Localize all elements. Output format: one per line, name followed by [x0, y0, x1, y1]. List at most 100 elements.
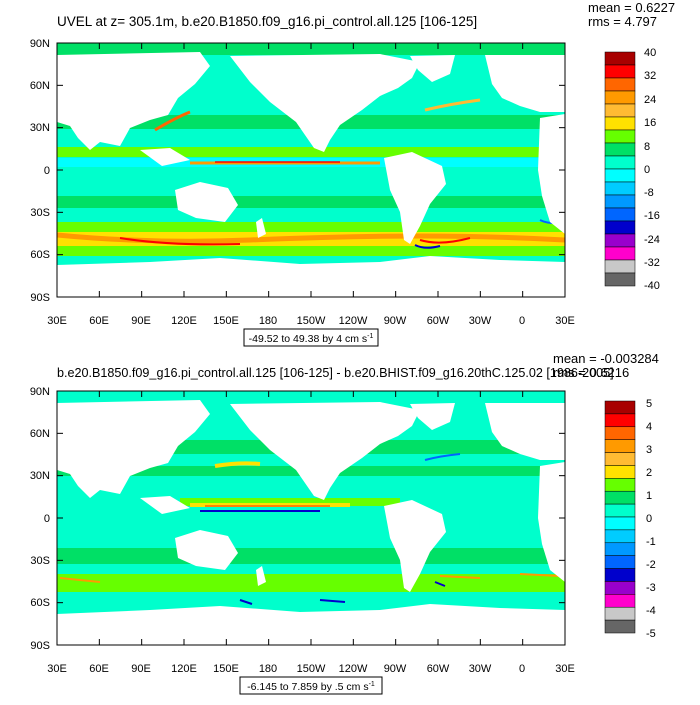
- colorbar-swatch: [604, 194, 636, 209]
- lat-label: 30N: [30, 122, 50, 134]
- colorbar-swatch: [604, 129, 636, 144]
- range-box: [239, 676, 383, 695]
- brazil-malvinas: [414, 244, 441, 249]
- lon-label: 60E: [89, 315, 109, 327]
- colorbar-label: -3: [646, 582, 656, 594]
- colorbar-label: -40: [644, 280, 660, 292]
- acc-anomaly: [59, 573, 561, 583]
- lon-label: 120E: [171, 663, 197, 675]
- colorbar: [604, 400, 636, 634]
- colorbar-label: 0: [646, 513, 652, 525]
- colorbar-swatch: [604, 503, 636, 518]
- colorbar-label: 16: [644, 117, 656, 129]
- colorbar-swatch: [604, 516, 636, 531]
- colorbar-label: -1: [646, 536, 656, 548]
- lon-label: 90E: [131, 315, 151, 327]
- south-america: [384, 500, 446, 592]
- lon-label: 120W: [339, 315, 368, 327]
- range-label: -49.52 to 49.38 by 4 cm s-1: [249, 333, 374, 345]
- lat-label: 60S: [30, 249, 50, 261]
- lat-labels: 90N 60N 30N 0 30S 60S 90S: [30, 38, 50, 304]
- lon-label: 0: [519, 663, 525, 675]
- colorbar-swatch: [604, 452, 636, 466]
- lon-label: 30E: [555, 315, 575, 327]
- range-text: -49.52 to 49.38 by 4 cm s: [249, 333, 367, 345]
- colorbar-swatch: [604, 581, 636, 595]
- colorbar-swatch: [604, 246, 636, 261]
- kuroshio-anomaly: [214, 461, 261, 468]
- colorbar-swatch: [604, 413, 636, 428]
- colorbar-label: -24: [644, 234, 660, 246]
- land: [57, 400, 565, 645]
- lat-label: 0: [44, 513, 50, 525]
- australia: [175, 182, 238, 222]
- lat-label: 30S: [30, 555, 50, 567]
- lon-labels: 30E 60E 90E 120E 150E 180 150W 120W 90W …: [47, 315, 575, 327]
- antarctica: [57, 604, 565, 645]
- colorbar-label: -4: [646, 605, 656, 617]
- range-text: -6.145 to 7.859 by .5 cm s: [247, 681, 368, 693]
- mean-stat: mean = 0.6227: [588, 0, 675, 15]
- colorbar-swatch: [604, 619, 636, 634]
- antarctica: [57, 256, 565, 297]
- kuroshio: [154, 110, 191, 132]
- new-zealand: [256, 566, 266, 586]
- land: [57, 52, 565, 297]
- lon-label: 120W: [339, 663, 368, 675]
- colorbar-swatch: [604, 233, 636, 248]
- lon-label: 90W: [384, 663, 407, 675]
- south-america: [384, 152, 446, 244]
- colorbar-swatch: [604, 103, 636, 118]
- lon-label: 60E: [89, 663, 109, 675]
- lat-label: 90S: [30, 292, 50, 304]
- range-box: [243, 328, 379, 347]
- colorbar-swatch: [604, 220, 636, 235]
- lon-label: 0: [519, 315, 525, 327]
- colorbar-swatch: [604, 529, 636, 544]
- north-america: [230, 402, 420, 500]
- eurasia-east: [57, 52, 210, 150]
- colorbar-label: -32: [644, 257, 660, 269]
- colorbar-label: -2: [646, 559, 656, 571]
- lon-label: 120E: [171, 315, 197, 327]
- new-zealand: [256, 218, 266, 238]
- acc-jet: [57, 232, 565, 244]
- panel-bottom: b.e20.B1850.f09_g16.pi_control.all.125 […: [30, 351, 659, 695]
- colorbar-swatch: [604, 478, 636, 492]
- colorbar-label: 40: [644, 47, 656, 59]
- lon-label: 30W: [469, 315, 492, 327]
- greenland: [410, 55, 455, 82]
- colorbar-label: -5: [646, 628, 656, 640]
- colorbar-labels: 40 32 24 16 8 0 -8 -16 -24 -32 -40: [644, 47, 660, 292]
- lat-label: 60N: [30, 428, 50, 440]
- lat-label: 90N: [30, 386, 50, 398]
- lon-label: 150E: [213, 663, 239, 675]
- colorbar-label: 2: [646, 467, 652, 479]
- map-area: [57, 43, 565, 297]
- colorbar-swatch: [604, 490, 636, 505]
- lat-label: 0: [44, 165, 50, 177]
- colorbar-swatch: [604, 594, 636, 608]
- lon-label: 150W: [297, 315, 326, 327]
- lon-label: 30E: [47, 663, 67, 675]
- panel-title: UVEL at z= 305.1m, b.e20.B1850.f09_g16.p…: [57, 14, 477, 29]
- colorbar-label: -16: [644, 210, 660, 222]
- colorbar-swatch: [604, 90, 636, 105]
- colorbar-swatch: [604, 542, 636, 556]
- gulf-stream: [424, 98, 481, 112]
- band-countercurrent: [180, 498, 400, 506]
- colorbar-swatch: [604, 77, 636, 92]
- lon-label: 90E: [131, 663, 151, 675]
- acc-jet-core: [119, 237, 471, 246]
- colorbar-swatch: [604, 272, 636, 287]
- colorbar-label: 4: [646, 421, 652, 433]
- colorbar-label: 3: [646, 444, 652, 456]
- lon-label: 150W: [297, 663, 326, 675]
- colorbar-swatch: [604, 207, 636, 222]
- map-area: [57, 391, 565, 645]
- rms-stat: rms = 4.797: [588, 14, 657, 29]
- lon-label: 90W: [384, 315, 407, 327]
- colorbar-swatch: [604, 568, 636, 582]
- colorbar-label: 0: [644, 164, 650, 176]
- colorbar-label: -8: [644, 187, 654, 199]
